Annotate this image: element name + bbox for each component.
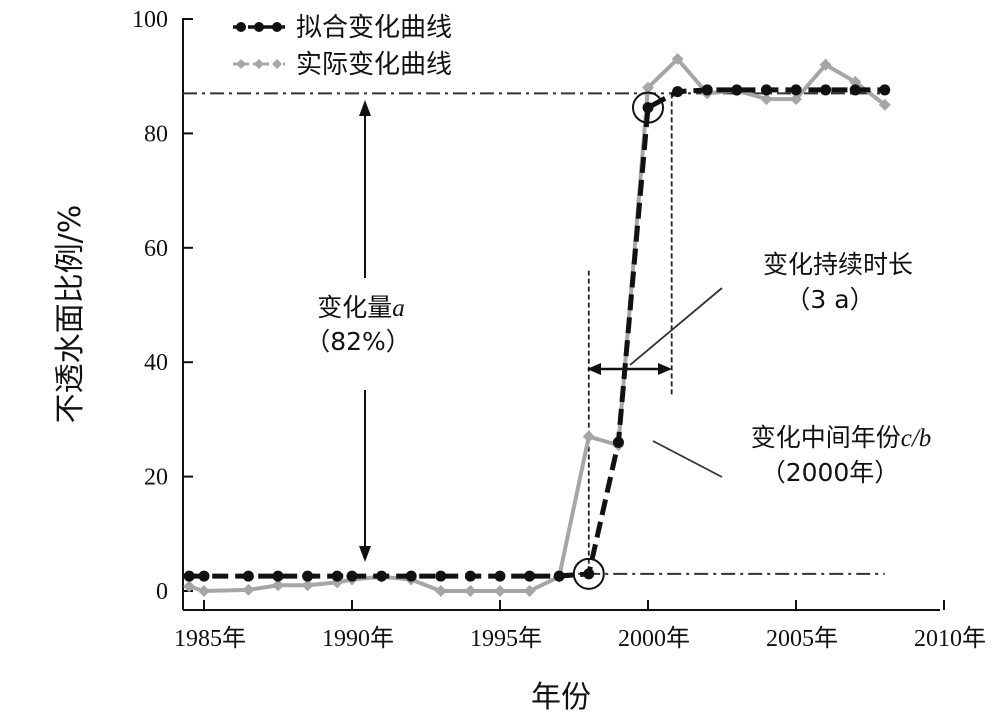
- fit-point: [731, 84, 743, 96]
- actual-point: [272, 579, 284, 592]
- y-tick-label: 20: [144, 465, 168, 491]
- fit-point: [820, 84, 832, 96]
- x-tick-label: 1995年: [470, 625, 542, 652]
- actual-point: [582, 430, 595, 443]
- fit-point: [672, 86, 684, 98]
- fit-point: [198, 570, 210, 582]
- fit-point: [272, 570, 284, 582]
- fit-point: [760, 84, 772, 96]
- fit-point: [583, 568, 595, 580]
- actual-point: [464, 585, 477, 597]
- fit-point: [612, 436, 624, 448]
- ticks: 0 20 40 60 80 100 1985年 1990年 1995年 2000年 2005年 201…: [132, 7, 986, 652]
- fit-point: [879, 84, 891, 96]
- actual-point: [242, 583, 255, 596]
- series-fit: [183, 84, 891, 582]
- legend-actual: 实际变化曲线: [233, 50, 452, 80]
- mid-year-value: （2000年）: [761, 458, 900, 487]
- y-tick-label: 60: [144, 236, 168, 262]
- series-actual: [183, 53, 891, 597]
- actual-point: [760, 93, 773, 106]
- fit-point: [183, 570, 195, 582]
- actual-point: [849, 75, 862, 88]
- x-tick-label: 1985年: [174, 625, 246, 652]
- fit-point: [494, 570, 506, 582]
- legend: 拟合变化曲线 实际变化曲线: [233, 13, 452, 80]
- change-amount-label: 变化量a: [317, 293, 405, 322]
- fit-point: [302, 570, 314, 582]
- actual-point: [494, 585, 506, 597]
- circled-point: [632, 91, 664, 124]
- y-axis-title: 不透水面比例/%: [53, 205, 88, 424]
- duration-value: （3 a）: [785, 285, 874, 314]
- x-tick-label: 1990年: [322, 625, 394, 652]
- legend-fit: 拟合变化曲线: [233, 13, 452, 43]
- fit-point: [524, 570, 536, 582]
- fit-point: [642, 102, 654, 114]
- actual-point: [183, 580, 196, 593]
- change-amount-arrow: [359, 100, 371, 562]
- actual-point: [434, 585, 447, 597]
- circled-point: [572, 557, 605, 590]
- fit-line: [189, 87, 885, 579]
- y-tick-label: 80: [144, 121, 168, 147]
- x-tick-label: 2005年: [766, 625, 838, 652]
- actual-point: [523, 585, 536, 597]
- fit-point: [376, 570, 388, 582]
- legend-fit-label: 拟合变化曲线: [296, 13, 452, 43]
- actual-line: [188, 57, 887, 593]
- circled-points: [572, 91, 664, 590]
- fit-point: [464, 570, 476, 582]
- y-tick-label: 0: [156, 579, 168, 605]
- axes: [182, 18, 940, 611]
- mid-year-leader: [652, 440, 723, 478]
- fit-point: [346, 570, 358, 582]
- actual-point: [671, 53, 684, 66]
- fit-point: [849, 84, 861, 96]
- fit-point: [790, 84, 802, 96]
- x-axis-title: 年份: [531, 680, 591, 715]
- fit-point: [553, 570, 565, 582]
- actual-point: [198, 585, 210, 597]
- actual-point: [642, 81, 654, 94]
- fit-point: [331, 570, 343, 582]
- fit-point: [242, 570, 254, 582]
- actual-point: [790, 93, 802, 106]
- actual-point: [819, 58, 832, 71]
- fit-point: [405, 570, 417, 582]
- y-tick-label: 100: [132, 7, 168, 33]
- change-amount-value: （82%）: [305, 327, 411, 356]
- actual-point: [878, 98, 891, 111]
- reference-lines: [183, 92, 885, 575]
- legend-actual-label: 实际变化曲线: [296, 50, 452, 80]
- x-tick-label: 2010年: [914, 625, 986, 652]
- actual-point: [301, 579, 314, 592]
- x-tick-label: 2000年: [618, 625, 690, 652]
- fit-point: [701, 84, 713, 96]
- y-tick-label: 40: [144, 350, 168, 376]
- duration-arrow: [587, 287, 723, 375]
- duration-label: 变化持续时长: [763, 250, 913, 279]
- fit-point: [435, 570, 447, 582]
- mid-year-label: 变化中间年份c/b: [751, 423, 932, 452]
